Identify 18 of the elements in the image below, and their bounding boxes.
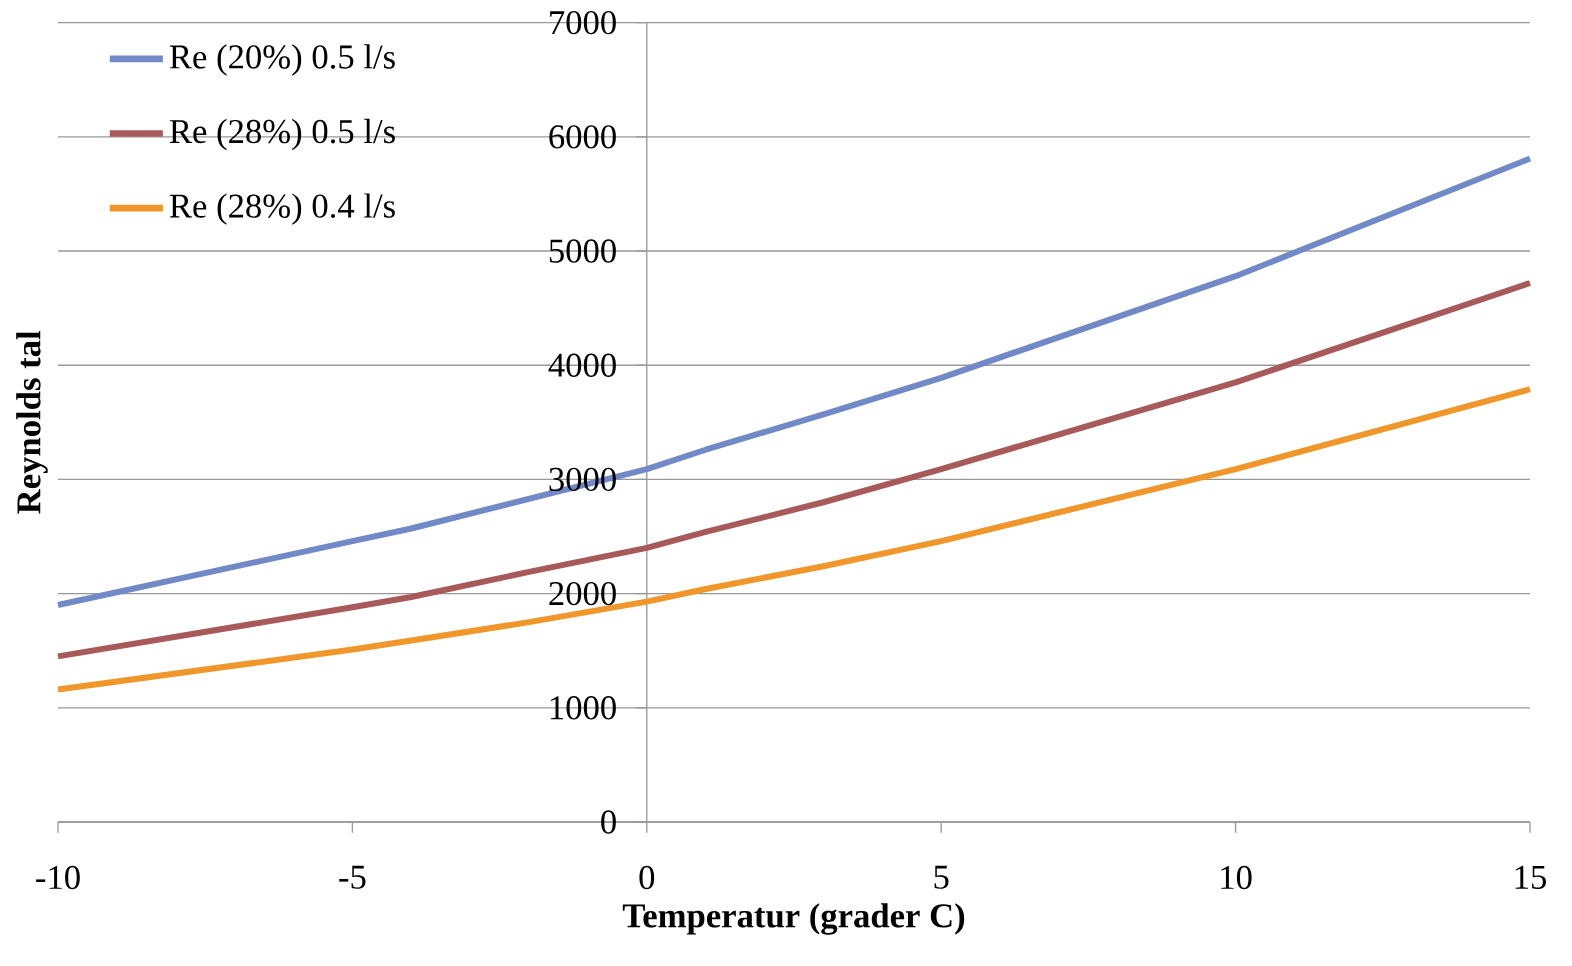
y-axis-title: Reynolds tal [16, 330, 48, 514]
x-axis-title: Temperatur (grader C) [622, 903, 965, 935]
y-tick-label: 6000 [549, 125, 616, 149]
x-tick-label: 15 [1515, 865, 1546, 890]
x-tick-label: -5 [339, 865, 366, 889]
x-tick-label: 5 [934, 865, 949, 889]
y-tick-label: 1000 [550, 696, 616, 720]
legend-label: Re (28%) 0.5 l/s [169, 118, 395, 151]
x-tick-label: 0 [639, 865, 655, 890]
y-tick-label: 5000 [549, 239, 616, 263]
x-tick-label: -10 [36, 865, 80, 890]
y-tick-label: 0 [601, 810, 616, 834]
legend-label: Re (20%) 0.5 l/s [169, 44, 395, 76]
legend-label: Re (28%) 0.4 l/s [169, 193, 395, 225]
y-tick-label: 2000 [549, 581, 616, 606]
y-tick-label: 4000 [548, 353, 616, 377]
x-tick-label: 10 [1221, 865, 1252, 890]
y-tick-label: 7000 [550, 10, 616, 35]
